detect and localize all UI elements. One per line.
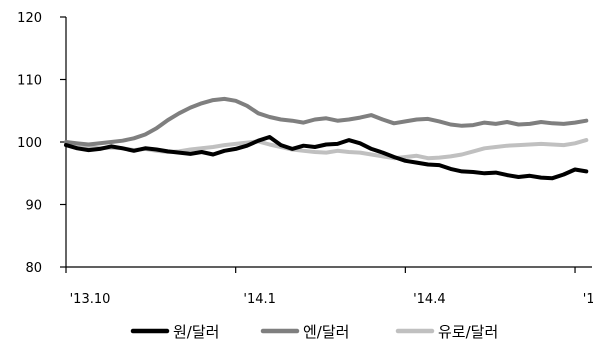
x-tick-label: '14.1 <box>243 292 276 307</box>
legend-label: 유로/달러 <box>438 323 498 341</box>
y-tick-label: 110 <box>17 74 42 89</box>
legend-label: 엔/달러 <box>303 323 349 341</box>
legend-label: 원/달러 <box>173 323 219 341</box>
axes: 80 90 100 110 120 '13.10 '14.1 '14.4 '14.7 <box>17 11 593 307</box>
legend: 원/달러 엔/달러 유로/달러 <box>130 323 498 341</box>
y-tick-label: 120 <box>17 11 42 26</box>
series-line-2 <box>64 96 589 147</box>
x-tick-label: '13.10 <box>70 292 111 307</box>
x-tick-label: '14.7 <box>583 292 593 307</box>
y-tick-label: 100 <box>17 136 42 151</box>
x-tick-label: '14.4 <box>413 292 446 307</box>
y-tick-label: 90 <box>25 199 42 214</box>
series-line-1 <box>64 135 589 181</box>
y-tick-label: 80 <box>25 261 42 276</box>
series-group <box>64 96 589 181</box>
